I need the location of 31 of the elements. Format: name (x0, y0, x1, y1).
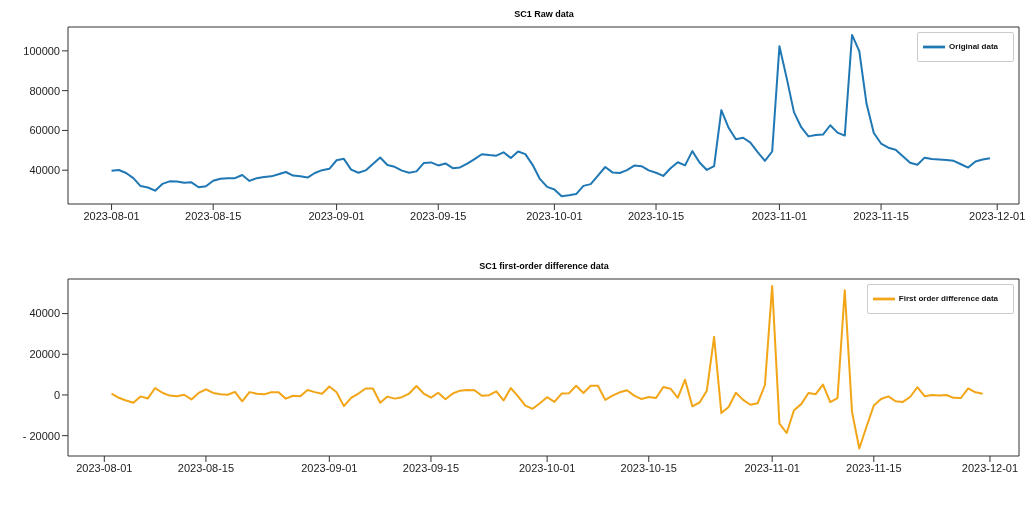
x-tick-label: 2023-11-01 (751, 209, 808, 222)
x-tick-label: 2023-08-15 (177, 461, 235, 474)
x-tick-label: 2023-08-01 (83, 209, 140, 222)
x-tick-label: 2023-10-01 (526, 209, 583, 222)
x-tick-label: 2023-11-15 (853, 209, 909, 222)
chart-title: SC1 first-order difference data (478, 260, 610, 272)
x-tick-label: 2023-09-15 (410, 209, 467, 222)
x-tick-label: 2023-09-01 (301, 461, 358, 474)
y-tick-label: 80000 (29, 84, 60, 97)
x-tick-label: 2023-09-15 (402, 461, 460, 474)
line-series (110, 284, 984, 450)
y-tick-label: 20000 (29, 348, 60, 361)
x-tick-label: 2023-08-15 (185, 209, 242, 222)
y-tick-label: 100000 (23, 44, 60, 57)
x-tick-label: 2023-11-01 (744, 461, 800, 474)
y-tick-label: 40000 (29, 164, 60, 177)
x-tick-label: 2023-10-15 (620, 461, 677, 474)
y-tick-label: 60000 (29, 124, 60, 137)
x-tick-label: 2023-10-01 (518, 461, 576, 474)
legend-label: Original data (949, 42, 998, 52)
x-tick-label: 2023-08-01 (76, 461, 133, 474)
x-tick-label: 2023-11-15 (846, 461, 902, 474)
y-tick-label: - 20000 (22, 429, 60, 442)
x-tick-label: 2023-10-15 (627, 209, 685, 222)
x-tick-label: 2023-09-01 (308, 209, 365, 222)
chart-title: SC1 Raw data (513, 8, 575, 20)
x-tick-label: 2023-12-01 (969, 209, 1026, 222)
legend-label: First order difference data (898, 294, 998, 304)
y-tick-label: 0 (53, 388, 60, 401)
y-tick-label: 40000 (29, 307, 60, 320)
x-tick-label: 2023-12-01 (961, 461, 1019, 474)
